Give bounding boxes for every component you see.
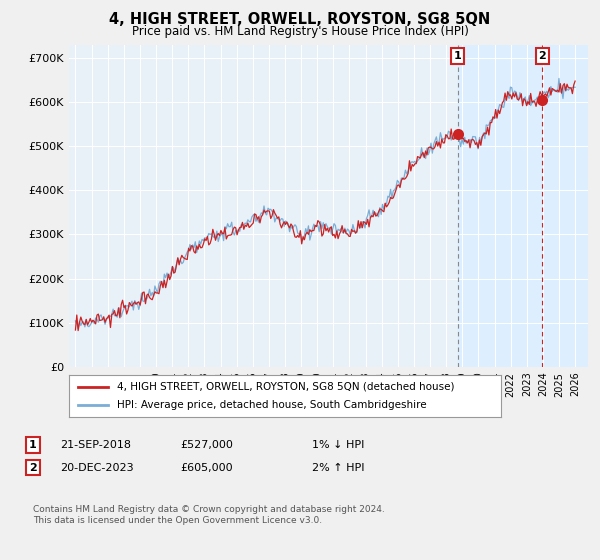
Text: HPI: Average price, detached house, South Cambridgeshire: HPI: Average price, detached house, Sout… [116,400,426,410]
Text: £605,000: £605,000 [180,463,233,473]
Text: 1: 1 [454,51,461,61]
Text: Contains HM Land Registry data © Crown copyright and database right 2024.
This d: Contains HM Land Registry data © Crown c… [33,506,385,525]
Text: 4, HIGH STREET, ORWELL, ROYSTON, SG8 5QN (detached house): 4, HIGH STREET, ORWELL, ROYSTON, SG8 5QN… [116,382,454,392]
Text: 2% ↑ HPI: 2% ↑ HPI [312,463,365,473]
Text: 1% ↓ HPI: 1% ↓ HPI [312,440,364,450]
Text: 21-SEP-2018: 21-SEP-2018 [60,440,131,450]
Text: 4, HIGH STREET, ORWELL, ROYSTON, SG8 5QN: 4, HIGH STREET, ORWELL, ROYSTON, SG8 5QN [109,12,491,27]
Text: 1: 1 [29,440,37,450]
Text: £527,000: £527,000 [180,440,233,450]
Text: 2: 2 [29,463,37,473]
Text: Price paid vs. HM Land Registry's House Price Index (HPI): Price paid vs. HM Land Registry's House … [131,25,469,38]
Text: 20-DEC-2023: 20-DEC-2023 [60,463,134,473]
Bar [458,45,588,367]
Text: 2: 2 [539,51,546,61]
